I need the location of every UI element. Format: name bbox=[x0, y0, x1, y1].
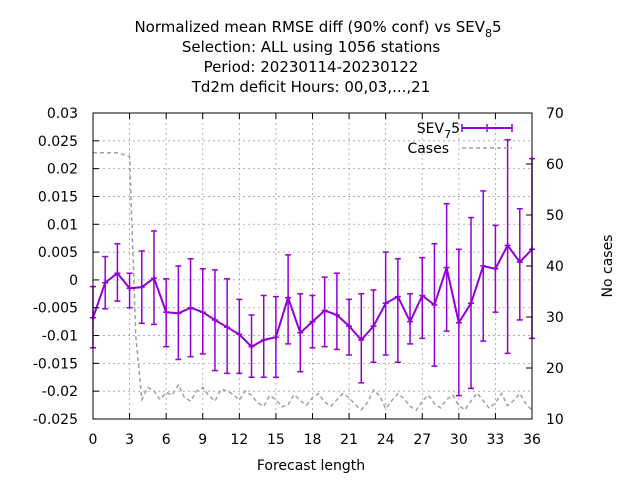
y2-tick-label: 40 bbox=[546, 259, 564, 275]
data-point bbox=[468, 300, 475, 307]
y2-tick-label: 10 bbox=[546, 412, 564, 428]
data-point bbox=[114, 270, 121, 277]
data-point bbox=[333, 311, 340, 318]
data-point bbox=[407, 318, 414, 325]
data-point bbox=[358, 336, 365, 343]
data-point bbox=[285, 294, 292, 301]
data-point bbox=[163, 309, 170, 316]
data-point bbox=[199, 309, 206, 316]
data-point bbox=[309, 318, 316, 325]
y2-tick-label: 20 bbox=[546, 361, 564, 377]
title-line-3: Period: 20230114-20230122 bbox=[204, 58, 419, 76]
data-point bbox=[516, 259, 523, 266]
y-tick-label: 0.015 bbox=[38, 189, 78, 205]
y-tick-label: -0.01 bbox=[42, 329, 78, 345]
x-tick-label: 15 bbox=[267, 432, 285, 448]
y-tick-label: 0.025 bbox=[38, 134, 78, 150]
legend-label-cases: Cases bbox=[407, 141, 449, 157]
data-point bbox=[382, 300, 389, 307]
data-point bbox=[187, 304, 194, 311]
data-point bbox=[370, 323, 377, 330]
x-tick-label: 12 bbox=[230, 432, 248, 448]
data-point bbox=[126, 285, 133, 292]
y2-tick-label: 70 bbox=[546, 106, 564, 122]
x-tick-label: 3 bbox=[125, 432, 134, 448]
data-point bbox=[102, 279, 109, 286]
y-tick-label: 0.005 bbox=[38, 245, 78, 261]
x-axis-label: Forecast length bbox=[257, 458, 365, 474]
x-tick-label: 0 bbox=[89, 432, 98, 448]
x-tick-label: 9 bbox=[198, 432, 207, 448]
x-tick-label: 27 bbox=[413, 432, 431, 448]
data-point bbox=[260, 336, 267, 343]
y2-tick-label: 30 bbox=[546, 310, 564, 326]
grid bbox=[93, 113, 532, 419]
data-point bbox=[419, 292, 426, 299]
x-tick-label: 30 bbox=[450, 432, 468, 448]
data-point bbox=[443, 264, 450, 271]
y2-axis-label: No cases bbox=[600, 235, 616, 298]
data-point bbox=[297, 329, 304, 336]
data-point bbox=[504, 242, 511, 249]
data-point bbox=[236, 331, 243, 338]
y-tick-label: -0.025 bbox=[33, 412, 78, 428]
y2-axis-tick-labels: 10 20 30 40 50 60 70 bbox=[546, 106, 564, 428]
x-tick-label: 18 bbox=[304, 432, 322, 448]
y-tick-label: -0.005 bbox=[33, 301, 78, 317]
data-point bbox=[321, 307, 328, 314]
legend-sample-sev bbox=[461, 124, 513, 132]
legend-label-sev: SEV75 bbox=[417, 121, 460, 141]
x-tick-label: 36 bbox=[523, 432, 541, 448]
data-point bbox=[394, 293, 401, 300]
data-point bbox=[211, 316, 218, 323]
data-point bbox=[272, 334, 279, 341]
y-axis-tick-labels: -0.025 -0.02 -0.015 -0.01 -0.005 0 0.005 0.01 0.… bbox=[33, 106, 78, 428]
x-axis-tick-labels: 0 3 6 9 12 15 18 21 24 27 30 33 36 bbox=[89, 432, 541, 448]
data-point bbox=[480, 263, 487, 269]
data-point bbox=[150, 275, 157, 282]
data-point bbox=[224, 324, 231, 331]
y-tick-label: 0.03 bbox=[47, 106, 78, 122]
x-tick-label: 6 bbox=[162, 432, 171, 448]
axis-ticks bbox=[92, 112, 533, 420]
data-point bbox=[492, 265, 499, 272]
cases-series bbox=[93, 152, 533, 412]
x-tick-label: 33 bbox=[487, 432, 505, 448]
data-point bbox=[175, 310, 182, 317]
y-tick-label: 0.01 bbox=[47, 217, 78, 233]
data-point bbox=[455, 319, 462, 326]
chart-title: Normalized mean RMSE diff (90% conf) vs … bbox=[134, 18, 501, 96]
y-tick-label: 0 bbox=[69, 273, 78, 289]
cases-line bbox=[93, 152, 533, 412]
title-line-2: Selection: ALL using 1056 stations bbox=[182, 38, 441, 56]
data-point bbox=[431, 301, 438, 308]
title-line-1: Normalized mean RMSE diff (90% conf) vs … bbox=[134, 18, 501, 40]
y2-tick-label: 50 bbox=[546, 208, 564, 224]
x-tick-label: 21 bbox=[340, 432, 358, 448]
y-tick-label: -0.02 bbox=[42, 384, 78, 400]
data-point bbox=[248, 343, 255, 350]
title-line-4: Td2m deficit Hours: 00,03,...,21 bbox=[191, 78, 431, 96]
x-tick-label: 24 bbox=[377, 432, 395, 448]
y-tick-label: -0.015 bbox=[33, 356, 78, 372]
y2-tick-label: 60 bbox=[546, 157, 564, 173]
y-tick-label: 0.02 bbox=[47, 162, 78, 178]
legend: SEV75 Cases bbox=[407, 121, 513, 157]
data-point bbox=[346, 323, 353, 330]
data-point bbox=[138, 284, 145, 291]
